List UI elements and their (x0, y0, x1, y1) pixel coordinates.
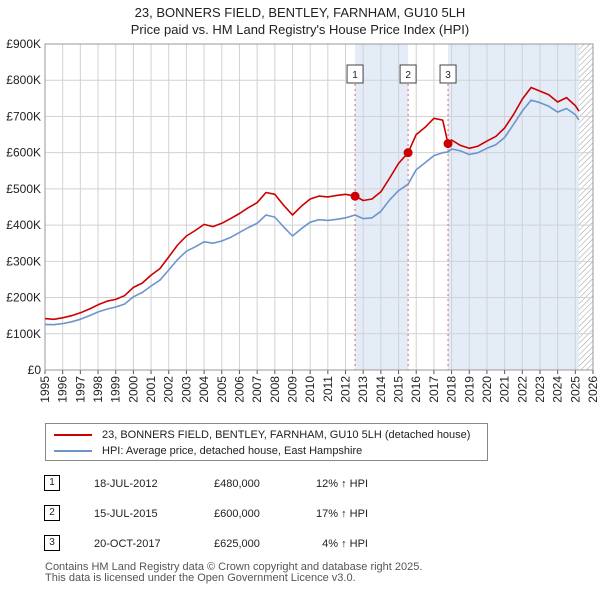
y-tick-label: £200K (6, 291, 41, 305)
legend-label-hpi: HPI: Average price, detached house, East… (102, 445, 363, 457)
x-tick-label: 2018 (445, 376, 459, 403)
sale-marker-label: 1 (352, 70, 358, 81)
x-tick-label: 2026 (586, 376, 600, 403)
sale-marker-label: 2 (405, 70, 411, 81)
series-line-property (44, 86, 580, 321)
sale-date: 20-OCT-2017 (94, 538, 161, 550)
chart-title-block: 23, BONNERS FIELD, BENTLEY, FARNHAM, GU1… (0, 4, 600, 38)
chart-title: 23, BONNERS FIELD, BENTLEY, FARNHAM, GU1… (134, 5, 466, 20)
x-tick-label: 2019 (462, 376, 476, 403)
legend: 23, BONNERS FIELD, BENTLEY, FARNHAM, GU1… (45, 423, 488, 461)
x-tick-label: 2005 (215, 376, 229, 403)
legend-item-property: 23, BONNERS FIELD, BENTLEY, FARNHAM, GU1… (54, 427, 470, 443)
legend-swatch-property (54, 434, 92, 437)
sale-price: £480,000 (214, 478, 260, 490)
sale-row: 3 20-OCT-2017 £625,000 4% ↑ HPI (44, 534, 464, 554)
legend-label-property: 23, BONNERS FIELD, BENTLEY, FARNHAM, GU1… (102, 429, 471, 441)
x-tick-label: 1997 (73, 376, 87, 403)
sale-hpi-change: 17% ↑ HPI (316, 508, 368, 520)
footer-line-licence: This data is licensed under the Open Gov… (45, 572, 356, 584)
x-tick-label: 2008 (268, 376, 282, 403)
x-tick-label: 1995 (38, 376, 52, 403)
sale-point (443, 139, 453, 149)
x-tick-label: 2002 (162, 376, 176, 403)
x-tick-label: 2014 (374, 376, 388, 403)
x-tick-label: 2023 (533, 376, 547, 403)
x-tick-label: 2015 (392, 376, 406, 403)
x-tick-label: 2016 (409, 376, 423, 403)
footer-line-copyright: Contains HM Land Registry data © Crown c… (45, 561, 423, 573)
legend-swatch-hpi (54, 450, 92, 453)
x-tick-label: 2004 (197, 376, 211, 403)
x-tick-label: 2024 (551, 376, 565, 403)
x-tick-label: 2001 (144, 376, 158, 403)
y-tick-label: £600K (6, 146, 41, 160)
y-tick-label: £0 (28, 363, 42, 377)
sale-marker-box (399, 64, 417, 84)
sale-point (403, 148, 413, 158)
sale-price: £625,000 (214, 538, 260, 550)
legend-item-hpi: HPI: Average price, detached house, East… (54, 443, 362, 459)
x-tick-label: 2003 (179, 376, 193, 403)
price-chart: £0 £100K £200K £300K £400K £500K £600K £700K £80… (6, 37, 600, 403)
x-tick-label: 1996 (56, 376, 70, 403)
x-tick-label: 2007 (250, 376, 264, 403)
sale-date: 18-JUL-2012 (94, 478, 158, 490)
chart-subtitle: Price paid vs. HM Land Registry's House … (130, 22, 470, 37)
y-tick-label: £900K (6, 37, 41, 51)
sale-date: 15-JUL-2015 (94, 508, 158, 520)
sale-number-badge: 1 (44, 475, 60, 491)
forecast-hatch (578, 44, 593, 370)
shaded-period (355, 44, 409, 370)
sale-number-badge: 2 (44, 505, 60, 521)
y-tick-label: £300K (6, 254, 41, 268)
x-tick-label: 2020 (480, 376, 494, 403)
y-tick-label: £500K (6, 182, 41, 196)
x-tick-label: 2010 (303, 376, 317, 403)
sale-number-badge: 3 (44, 535, 60, 551)
x-tick-label: 2009 (285, 376, 299, 403)
sale-marker-box (439, 64, 457, 84)
shaded-period (448, 44, 579, 370)
footer-attribution: Contains HM Land Registry data © Crown c… (45, 562, 422, 584)
sale-row: 2 15-JUL-2015 £600,000 17% ↑ HPI (44, 504, 464, 524)
sale-point (350, 191, 360, 201)
x-tick-label: 2012 (339, 376, 353, 403)
x-tick-label: 2006 (232, 376, 246, 403)
x-tick-label: 1999 (109, 376, 123, 403)
x-tick-label: 2000 (126, 376, 140, 403)
series-line-hpi (44, 99, 580, 326)
sale-marker-label: 3 (445, 70, 451, 81)
sale-marker-box (346, 64, 364, 84)
sale-hpi-change: 12% ↑ HPI (316, 478, 368, 490)
y-tick-label: £800K (6, 73, 41, 87)
plot-frame (44, 43, 594, 371)
x-tick-label: 2022 (515, 376, 529, 403)
sale-hpi-change: 4% ↑ HPI (322, 538, 368, 550)
y-tick-label: £400K (6, 218, 41, 232)
sale-row: 1 18-JUL-2012 £480,000 12% ↑ HPI (44, 474, 464, 494)
x-tick-label: 2017 (427, 376, 441, 403)
x-tick-label: 2011 (321, 376, 335, 402)
y-tick-label: £700K (6, 109, 41, 123)
x-tick-label: 2013 (356, 376, 370, 403)
sale-price: £600,000 (214, 508, 260, 520)
y-tick-label: £100K (6, 327, 41, 341)
x-tick-label: 2025 (568, 376, 582, 403)
x-tick-label: 1998 (91, 376, 105, 403)
x-tick-label: 2021 (498, 376, 512, 403)
